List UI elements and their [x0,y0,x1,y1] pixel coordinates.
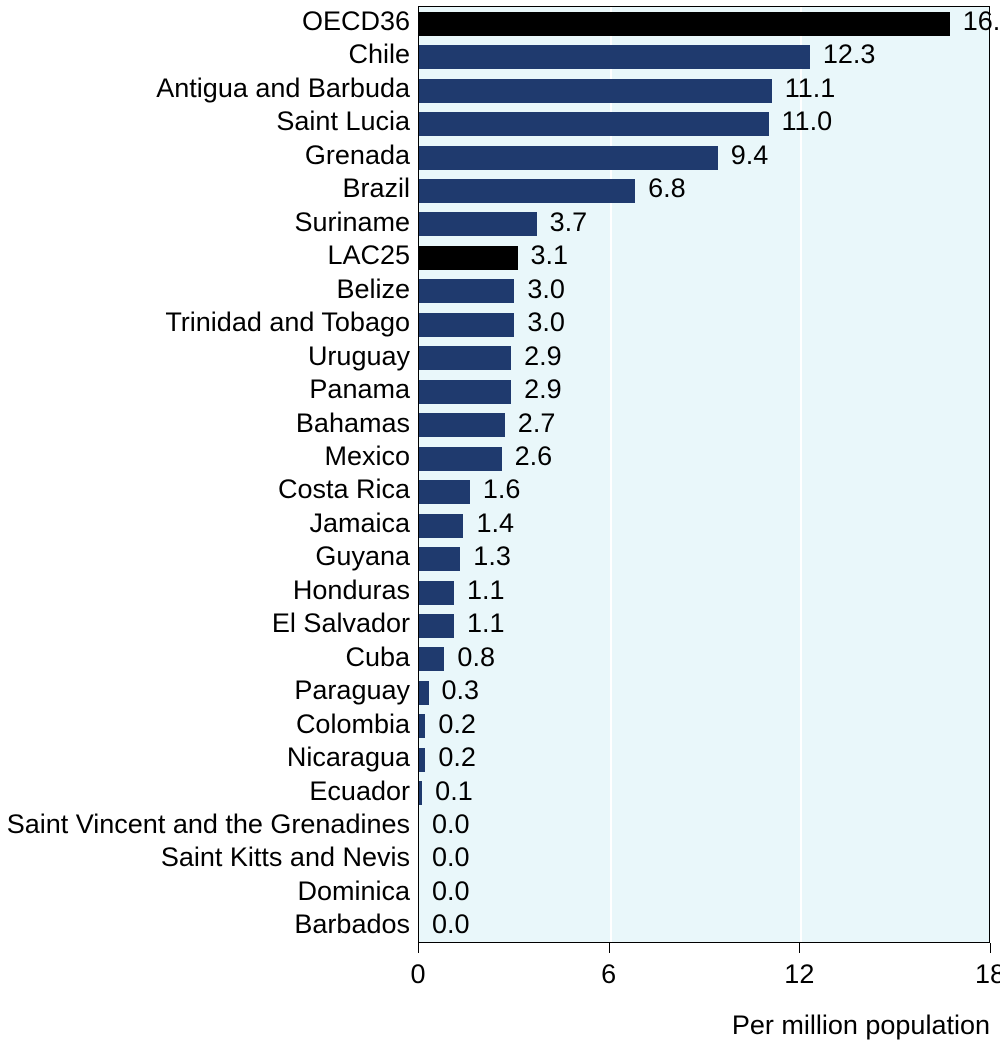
value-label: 2.9 [524,341,562,372]
category-label: Costa Rica [278,474,410,505]
category-label: Cuba [345,642,410,673]
category-label: Brazil [342,173,410,204]
bar [419,681,429,705]
x-axis-title: Per million population [732,1010,990,1041]
category-label: Paraguay [294,675,410,706]
x-tick-label: 0 [410,959,425,990]
category-label: Uruguay [308,341,410,372]
category-label: Belize [336,274,410,305]
x-tick-label: 12 [784,959,814,990]
category-label: Saint Vincent and the Grenadines [7,809,410,840]
value-label: 1.3 [473,541,511,572]
category-label: Antigua and Barbuda [156,73,410,104]
value-label: 0.2 [438,742,476,773]
x-tick [990,943,991,953]
value-label: 2.9 [524,374,562,405]
category-label: Honduras [293,575,410,606]
value-label: 0.8 [457,642,495,673]
category-label: Saint Kitts and Nevis [161,842,410,873]
bar [419,146,718,170]
bar [419,112,769,136]
value-label: 0.0 [432,876,470,907]
bar [419,413,505,437]
x-tick [799,943,800,953]
value-label: 2.6 [515,441,553,472]
x-tick-label: 6 [601,959,616,990]
bar [419,748,425,772]
bar [419,212,537,236]
x-tick [418,943,419,953]
category-label: Grenada [305,140,410,171]
value-label: 11.1 [785,73,836,104]
value-label: 1.6 [483,474,521,505]
bar [419,380,511,404]
category-label: OECD36 [302,6,410,37]
bar [419,179,635,203]
bar [419,79,772,103]
value-label: 1.1 [467,608,505,639]
bar [419,547,460,571]
value-label: 0.0 [432,909,470,940]
bar [419,581,454,605]
category-label: El Salvador [272,608,410,639]
bar [419,346,511,370]
category-label: Barbados [294,909,410,940]
value-label: 3.0 [527,307,565,338]
category-label: Trinidad and Tobago [165,307,410,338]
value-label: 0.2 [438,709,476,740]
bar [419,647,444,671]
bar [419,447,502,471]
value-label: 1.4 [476,508,514,539]
bar [419,714,425,738]
value-label: 0.3 [442,675,480,706]
gridline [800,7,802,942]
value-label: 3.7 [550,207,588,238]
category-label: Suriname [294,207,410,238]
value-label: 11.0 [782,106,833,137]
category-label: Colombia [296,709,410,740]
value-label: 0.0 [432,809,470,840]
category-label: Guyana [315,541,410,572]
value-label: 0.1 [435,776,473,807]
bar [419,480,470,504]
value-label: 12.3 [823,39,876,70]
x-tick [609,943,610,953]
value-label: 1.1 [467,575,505,606]
category-label: Nicaragua [287,742,410,773]
category-label: Panama [309,374,410,405]
category-label: Chile [348,39,410,70]
value-label: 0.0 [432,842,470,873]
category-label: Mexico [324,441,410,472]
value-label: 3.0 [527,274,565,305]
bar [419,781,422,805]
value-label: 2.7 [518,408,556,439]
bar [419,313,514,337]
bar [419,246,518,270]
x-tick-label: 18 [975,959,1000,990]
value-label: 16.7 [963,6,1000,37]
bar [419,45,810,69]
category-label: Bahamas [296,408,410,439]
value-label: 9.4 [731,140,769,171]
chart-container: OECD36 16.7 Chile 12.3 Antigua and Barbuda 11… [0,0,1000,1056]
gridline [991,7,993,942]
bar [419,279,514,303]
bar [419,12,950,36]
category-label: LAC25 [327,240,410,271]
bar [419,614,454,638]
category-label: Jamaica [309,508,410,539]
category-label: Ecuador [309,776,410,807]
category-label: Saint Lucia [276,106,410,137]
value-label: 3.1 [531,240,569,271]
bar [419,514,463,538]
value-label: 6.8 [648,173,686,204]
category-label: Dominica [297,876,410,907]
